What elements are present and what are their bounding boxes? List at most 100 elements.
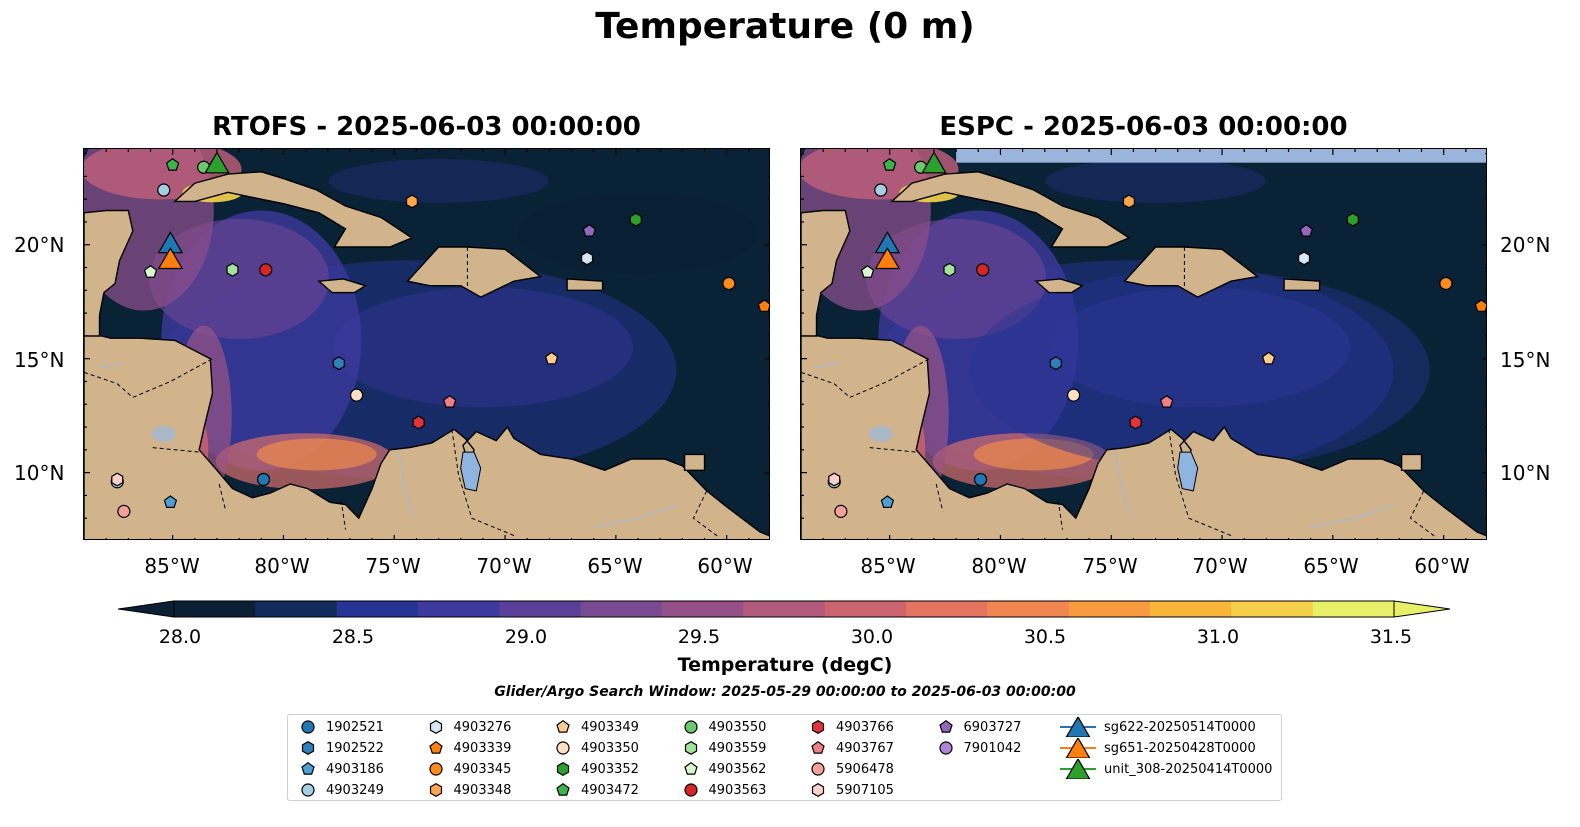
marker-1902522[interactable] — [332, 356, 345, 371]
marker-4903276[interactable] — [581, 251, 594, 266]
legend-item: 4903249 — [298, 780, 384, 800]
marker-4903339[interactable] — [757, 299, 770, 312]
legend-item: 6903727 — [936, 717, 1021, 737]
lat-label-left-10: 10°N — [14, 461, 65, 485]
land-jamaica — [317, 278, 368, 294]
legend-triangle-icon[interactable] — [1065, 738, 1091, 758]
marker-4903350[interactable] — [349, 388, 364, 402]
marker-4903349[interactable] — [544, 351, 559, 365]
legend-hexagon-icon[interactable] — [301, 741, 315, 755]
marker-4903562[interactable] — [143, 265, 158, 278]
marker-4903350[interactable] — [1066, 388, 1081, 402]
colorbar-segment — [824, 601, 907, 617]
legend-label: 4903767 — [836, 740, 894, 756]
legend-pentagon-icon[interactable] — [556, 782, 570, 796]
rtofs-temperature-map[interactable] — [83, 148, 770, 540]
marker-4903348[interactable] — [1122, 194, 1135, 209]
marker-unit_308-20250414T0000[interactable] — [921, 151, 947, 174]
marker-4903345[interactable] — [722, 276, 736, 291]
colorbar-segment — [174, 601, 256, 617]
marker-5906478[interactable] — [834, 504, 848, 518]
legend-marker — [301, 741, 315, 755]
country-borders — [84, 247, 719, 537]
marker-4903349[interactable] — [1261, 351, 1276, 365]
legend-hexagon-icon[interactable] — [811, 720, 825, 734]
colorbar-segment — [1312, 601, 1395, 617]
map-canvas — [84, 149, 770, 539]
marker-4903559[interactable] — [226, 262, 239, 277]
colorbar-tick-29-0: 29.0 — [504, 626, 548, 648]
legend-item: 4903345 — [426, 759, 511, 779]
marker-4903249[interactable] — [157, 183, 171, 197]
colorbar-tick-30-0: 30.0 — [850, 626, 894, 648]
marker-4903249[interactable] — [874, 183, 888, 197]
marker-4903186[interactable] — [163, 495, 178, 508]
marker-1902521[interactable] — [973, 472, 988, 487]
espc-temperature-map[interactable] — [800, 148, 1487, 540]
marker-4903766[interactable] — [412, 415, 425, 430]
legend-marker — [556, 762, 570, 776]
legend-pentagon-icon[interactable] — [556, 719, 570, 733]
legend: 1902521 1902522 4903186 4903249 4903276 49033… — [287, 714, 1282, 801]
legend-hexagon-icon[interactable] — [684, 741, 697, 755]
marker-5906478[interactable] — [117, 504, 131, 518]
marker-4903352[interactable] — [1346, 212, 1359, 227]
legend-pentagon-icon[interactable] — [938, 719, 953, 733]
legend-triangle-icon[interactable] — [1065, 717, 1091, 737]
legend-pentagon-icon[interactable] — [683, 761, 698, 775]
legend-triangle-icon[interactable] — [1065, 759, 1091, 779]
legend-marker — [683, 720, 698, 734]
marker-sg651-20250428T0000[interactable] — [874, 247, 901, 270]
marker-4903766[interactable] — [1129, 415, 1142, 430]
legend-label: 1902521 — [326, 719, 384, 735]
legend-item: 4903563 — [681, 780, 766, 800]
marker-1902522[interactable] — [1049, 356, 1062, 371]
marker-4903348[interactable] — [405, 194, 418, 209]
legend-pentagon-icon[interactable] — [428, 740, 443, 754]
colorbar-segment — [1068, 601, 1151, 617]
marker-6903727[interactable] — [1299, 223, 1314, 237]
marker-1902521[interactable] — [256, 472, 271, 487]
marker-4903352[interactable] — [629, 212, 642, 227]
legend-item: 4903562 — [681, 759, 766, 779]
marker-4903563[interactable] — [259, 263, 273, 277]
legend-circle-icon[interactable] — [683, 720, 698, 734]
marker-5907105[interactable] — [828, 472, 841, 487]
legend-label: 4903352 — [581, 761, 639, 777]
legend-circle-icon[interactable] — [301, 720, 315, 734]
colorbar-extend-high — [1393, 600, 1451, 618]
legend-circle-icon[interactable] — [683, 783, 698, 797]
marker-4903767[interactable] — [442, 394, 457, 408]
lon-label-left-75w: 75°W — [365, 554, 421, 578]
marker-4903559[interactable] — [943, 262, 956, 277]
marker-4903472[interactable] — [882, 157, 897, 171]
marker-4903276[interactable] — [1298, 251, 1311, 266]
legend-hexagon-icon[interactable] — [429, 783, 442, 797]
legend-hexagon-icon[interactable] — [811, 783, 825, 797]
legend-pentagon-icon[interactable] — [301, 761, 315, 775]
marker-5907105[interactable] — [111, 472, 124, 487]
marker-4903767[interactable] — [1159, 394, 1174, 408]
marker-4903339[interactable] — [1474, 299, 1487, 312]
marker-4903562[interactable] — [860, 265, 875, 278]
legend-circle-icon[interactable] — [556, 741, 570, 755]
legend-circle-icon[interactable] — [938, 741, 953, 755]
legend-marker — [429, 720, 442, 734]
legend-hexagon-icon[interactable] — [429, 720, 442, 734]
legend-circle-icon[interactable] — [428, 762, 443, 776]
legend-pentagon-icon[interactable] — [811, 740, 825, 754]
marker-4903563[interactable] — [976, 263, 990, 277]
legend-circle-icon[interactable] — [301, 783, 315, 797]
legend-marker — [556, 719, 570, 733]
colorbar-segment — [743, 601, 826, 617]
marker-4903345[interactable] — [1439, 276, 1453, 291]
legend-marker — [301, 761, 315, 775]
marker-unit_308-20250414T0000[interactable] — [204, 151, 230, 174]
marker-4903472[interactable] — [165, 157, 180, 171]
legend-item: 4903349 — [553, 717, 639, 737]
marker-6903727[interactable] — [582, 223, 597, 237]
marker-sg651-20250428T0000[interactable] — [157, 247, 184, 270]
legend-circle-icon[interactable] — [811, 762, 825, 776]
legend-hexagon-icon[interactable] — [556, 762, 570, 776]
marker-4903186[interactable] — [880, 495, 895, 508]
